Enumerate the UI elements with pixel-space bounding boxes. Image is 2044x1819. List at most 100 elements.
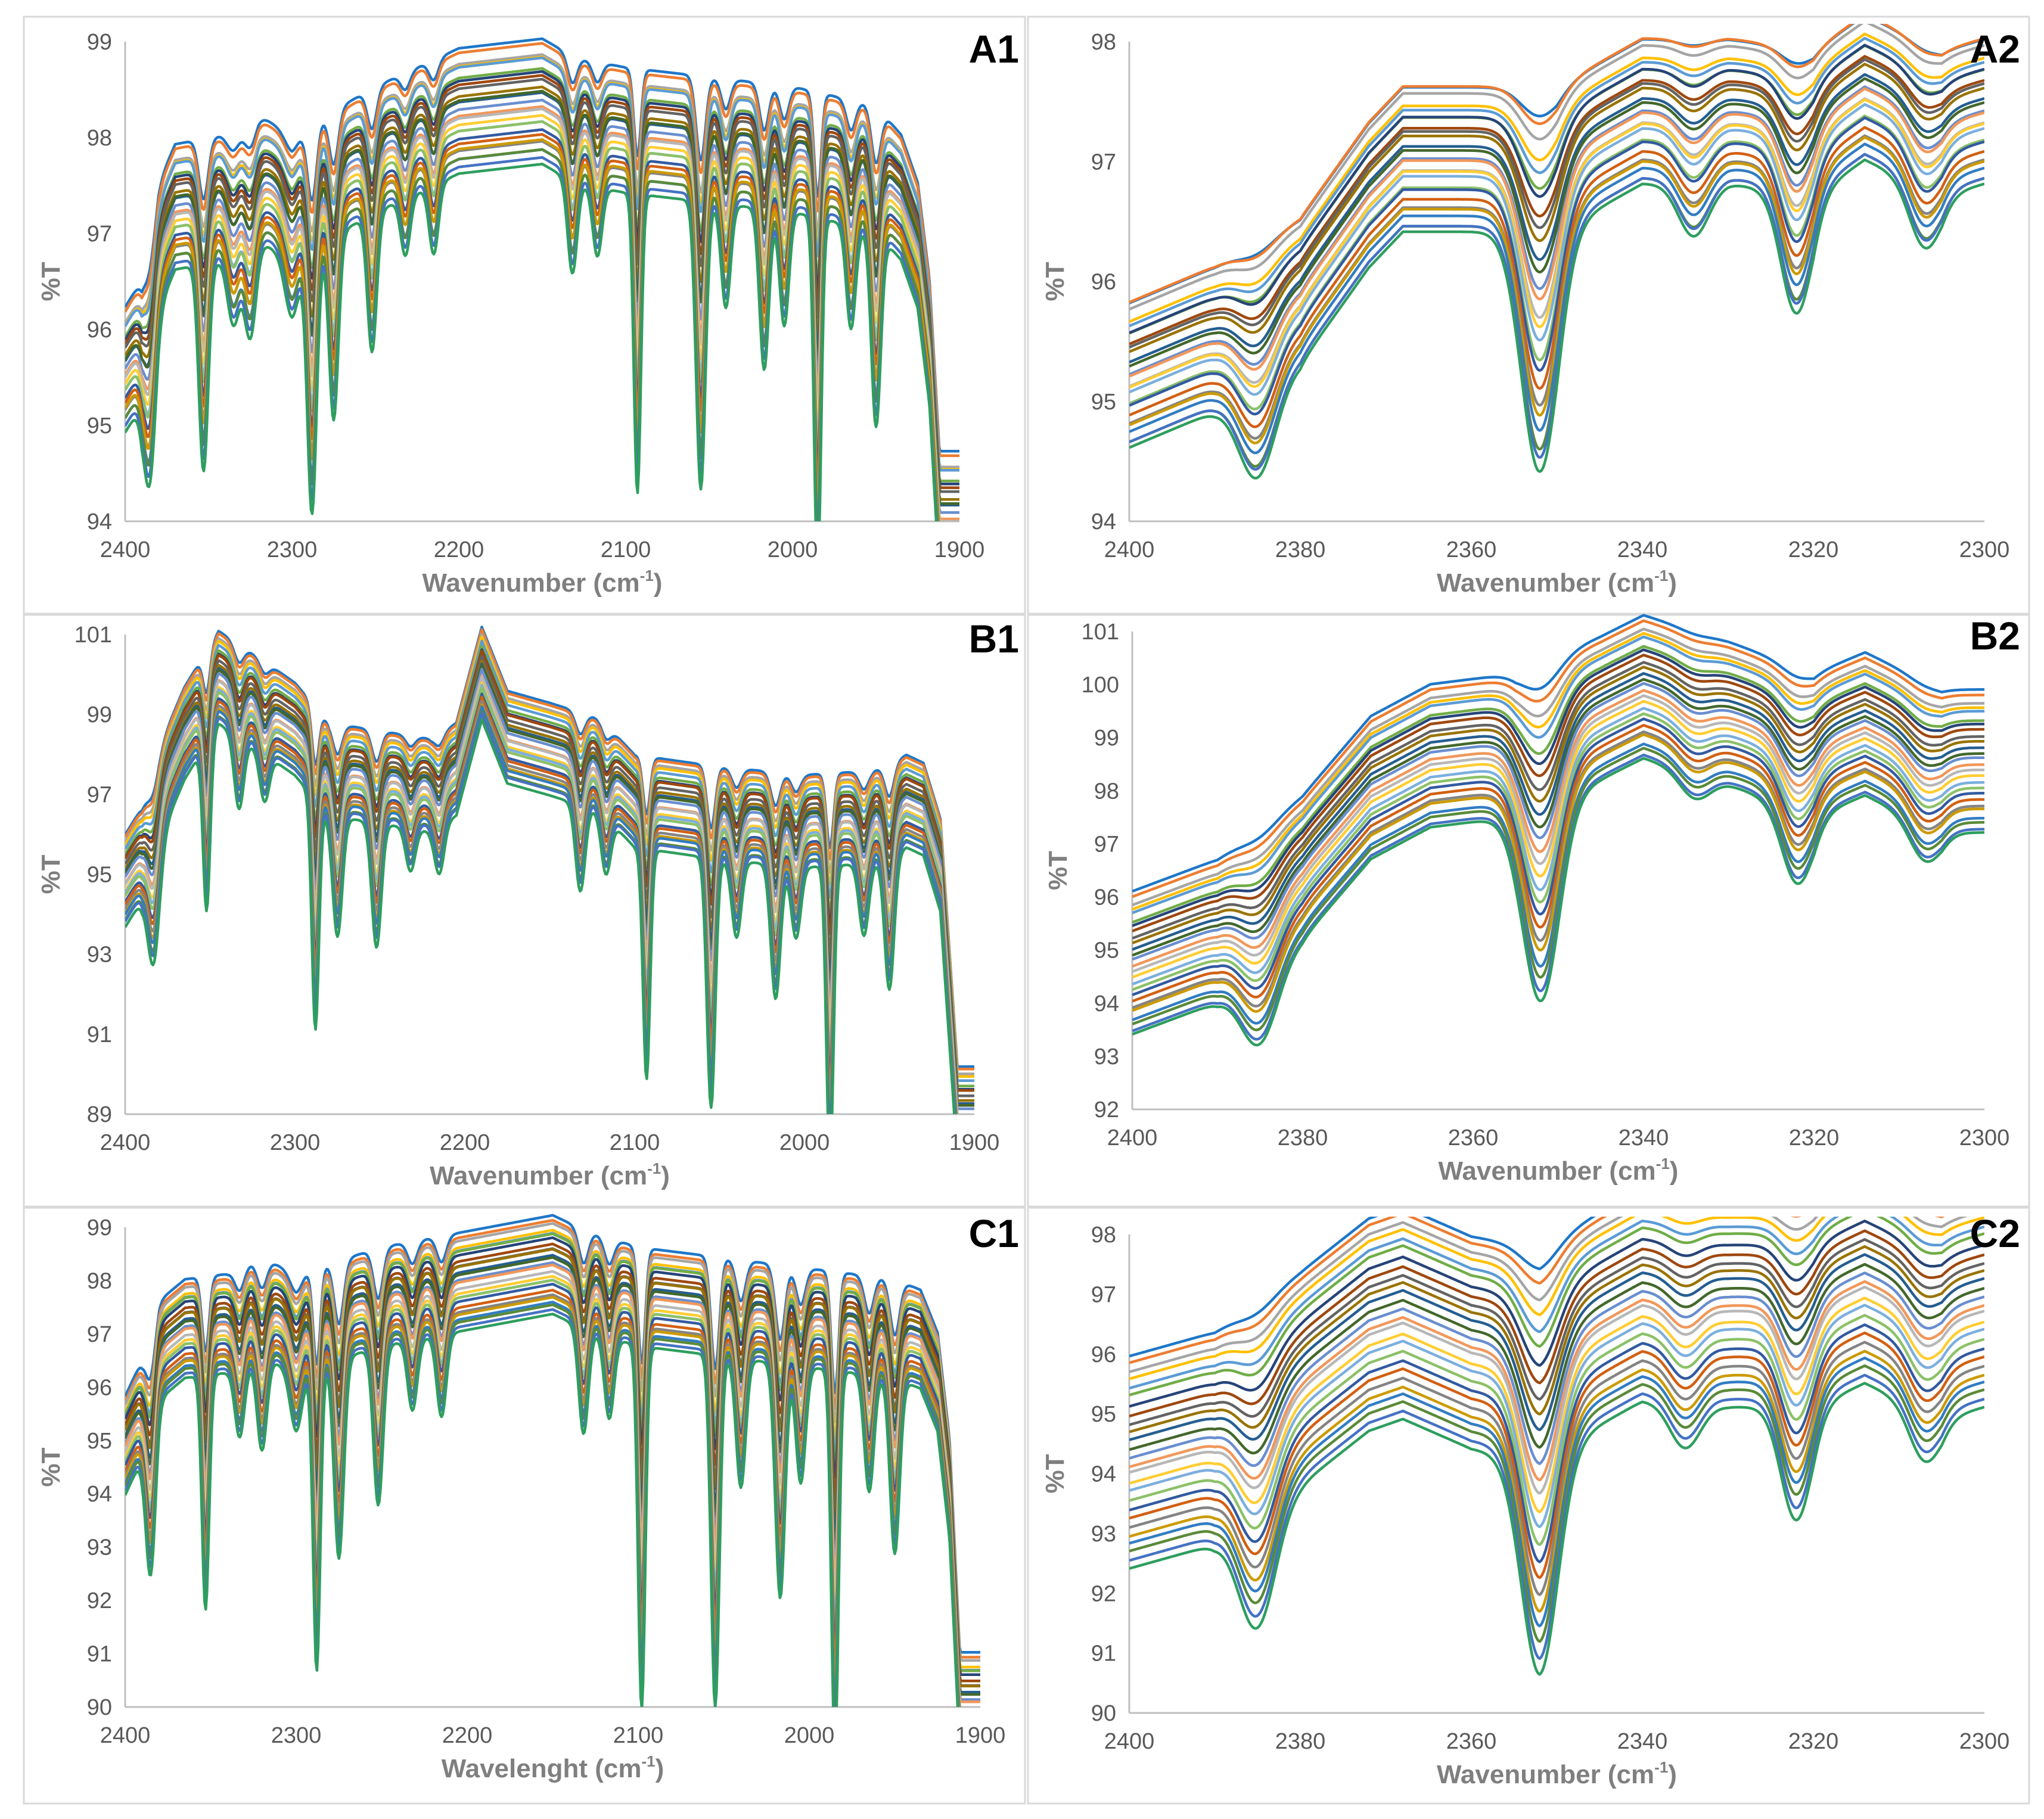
chart-B2: 92 93 94 95 96 97 98 99 100 101 2400 2380 2360 2340 23… <box>1043 614 2020 1186</box>
x-axis-label-superscript: -1 <box>1654 1758 1668 1776</box>
series-line-C2-5 <box>1129 1217 1984 1390</box>
x-tick-label-A1: 2300 <box>267 537 318 562</box>
series-line-A2-10 <box>1129 63 1984 353</box>
y-tick-label-A2: 97 <box>1091 150 1116 175</box>
y-tick-label-A1: 96 <box>87 318 112 343</box>
panel-frame-C2 <box>1027 1207 2030 1805</box>
series-line-B2-1 <box>1132 614 1984 893</box>
panel-label-C2: C2 <box>1970 1211 2020 1255</box>
y-tick-label-A2: 95 <box>1091 390 1116 415</box>
x-tick-label-B2: 2400 <box>1107 1125 1158 1151</box>
series-line-A2-11 <box>1129 73 1984 364</box>
x-axis-label-text: Wavenumber (cm <box>1437 568 1654 598</box>
series-line-B2-12 <box>1132 677 1984 957</box>
series-line-A2-23 <box>1129 142 1984 455</box>
series-group-A2 <box>1129 24 1984 480</box>
series-line-A2-16 <box>1129 98 1984 389</box>
y-tick-label-B2: 95 <box>1094 938 1119 963</box>
series-line-C1-26 <box>125 1313 959 1707</box>
x-tick-label-A2: 2300 <box>1959 537 2010 562</box>
x-axis-label-close: ) <box>1668 1760 1677 1789</box>
x-tick-label-C2: 2320 <box>1788 1729 1839 1754</box>
chart-B1: 89 91 93 95 97 99 101 2400 2300 2200 2100 2000 1900 W… <box>36 617 1019 1190</box>
series-line-C2-8 <box>1129 1229 1984 1418</box>
panel-frame-A2 <box>1027 15 2030 615</box>
x-tick-label-A2: 2340 <box>1617 537 1668 562</box>
series-line-B2-6 <box>1132 645 1984 924</box>
x-tick-label-C1: 2300 <box>271 1723 322 1748</box>
y-axis-label-A1: %T <box>36 262 66 301</box>
series-line-B2-9 <box>1132 661 1984 940</box>
x-axis-label-text: Wavenumber (cm <box>430 1161 647 1190</box>
x-tick-label-A1: 1900 <box>934 537 985 562</box>
series-line-B2-11 <box>1132 672 1984 951</box>
chart-A1: 94 95 96 97 98 99 2400 2300 2200 2100 2000 1900 Wave… <box>36 27 1019 598</box>
y-tick-label-C2: 97 <box>1091 1282 1116 1307</box>
x-tick-label-C2: 2300 <box>1959 1729 2010 1754</box>
x-tick-label-C1: 1900 <box>955 1723 1006 1748</box>
x-tick-label-A2: 2380 <box>1275 537 1326 562</box>
y-tick-label-A1: 95 <box>87 413 112 439</box>
x-axis-label-superscript: -1 <box>640 567 654 584</box>
y-tick-label-C1: 94 <box>87 1482 112 1507</box>
series-line-C2-20 <box>1129 1331 1984 1579</box>
x-axis-label-close: ) <box>654 568 663 598</box>
x-tick-label-B1: 2400 <box>100 1130 151 1155</box>
x-axis-label-superscript: -1 <box>641 1752 655 1770</box>
series-line-C2-26 <box>1129 1382 1984 1676</box>
series-line-B2-19 <box>1132 717 1984 996</box>
chart-C1: 90 91 92 93 94 95 96 97 98 99 2400 2300 2200 2100 2000… <box>36 1211 1019 1783</box>
x-axis-label-superscript: -1 <box>1656 1155 1670 1173</box>
panel-label-B2: B2 <box>1970 614 2020 658</box>
y-tick-label-B1: 97 <box>87 782 112 807</box>
series-line-C2-18 <box>1129 1314 1984 1546</box>
series-group-A1 <box>125 37 959 521</box>
x-tick-label-B2: 2320 <box>1789 1125 1840 1151</box>
x-tick-label-B2: 2360 <box>1448 1125 1499 1151</box>
series-line-C2-16 <box>1129 1296 1984 1513</box>
y-tick-label-B2: 101 <box>1082 620 1119 645</box>
x-tick-label-B1: 2000 <box>779 1130 830 1155</box>
x-axis-label-C1: Wavelenght (cm-1) <box>442 1752 664 1783</box>
y-tick-label-C2: 94 <box>1091 1462 1116 1487</box>
y-axis-label-B2: %T <box>1043 851 1073 890</box>
x-tick-label-B2: 2340 <box>1619 1125 1669 1151</box>
series-line-A2-20 <box>1129 126 1984 428</box>
y-tick-label-B2: 96 <box>1094 885 1119 910</box>
series-line-B2-8 <box>1132 654 1984 932</box>
series-line-B2-7 <box>1132 648 1984 927</box>
x-tick-label-A1: 2200 <box>434 537 484 562</box>
panel-label-B1: B1 <box>969 617 1019 661</box>
x-axis-label-close: ) <box>1668 568 1677 598</box>
x-axis-label-text: Wavenumber (cm <box>1437 1760 1654 1789</box>
series-line-A2-5 <box>1129 36 1984 328</box>
x-axis-label-superscript: -1 <box>1654 567 1668 584</box>
y-tick-label-C1: 96 <box>87 1375 112 1400</box>
panel-label-A2: A2 <box>1970 27 2020 71</box>
series-line-B2-2 <box>1132 619 1984 898</box>
series-line-C2-25 <box>1129 1373 1984 1661</box>
chart-C2: 90 91 92 93 94 95 96 97 98 2400 2380 2360 2340 2320 23… <box>1040 1211 2020 1789</box>
series-line-A2-26 <box>1129 158 1984 480</box>
series-line-C2-3 <box>1129 1217 1968 1373</box>
series-line-C2-19 <box>1129 1323 1984 1563</box>
series-line-B2-4 <box>1132 632 1984 911</box>
series-line-A2-12 <box>1129 77 1984 368</box>
series-line-C2-6 <box>1129 1217 1984 1397</box>
series-line-B1-26 <box>125 718 956 1114</box>
y-tick-label-C2: 95 <box>1091 1402 1116 1427</box>
y-tick-label-C2: 92 <box>1091 1581 1116 1606</box>
y-axis-label-C1: %T <box>36 1447 66 1487</box>
x-tick-label-A1: 2100 <box>601 537 651 562</box>
y-tick-label-C1: 90 <box>87 1695 112 1720</box>
x-axis-label-superscript: -1 <box>647 1159 661 1177</box>
y-tick-label-B1: 91 <box>87 1022 112 1047</box>
x-axis-label-text: Wavenumber (cm <box>1439 1156 1656 1186</box>
series-line-B2-16 <box>1132 699 1984 979</box>
series-line-A2-2 <box>1129 24 1984 304</box>
series-line-A1-26 <box>125 163 938 521</box>
y-tick-label-A1: 97 <box>87 222 112 247</box>
panel-frame-A1 <box>23 15 1026 615</box>
series-line-B2-3 <box>1132 627 1984 907</box>
